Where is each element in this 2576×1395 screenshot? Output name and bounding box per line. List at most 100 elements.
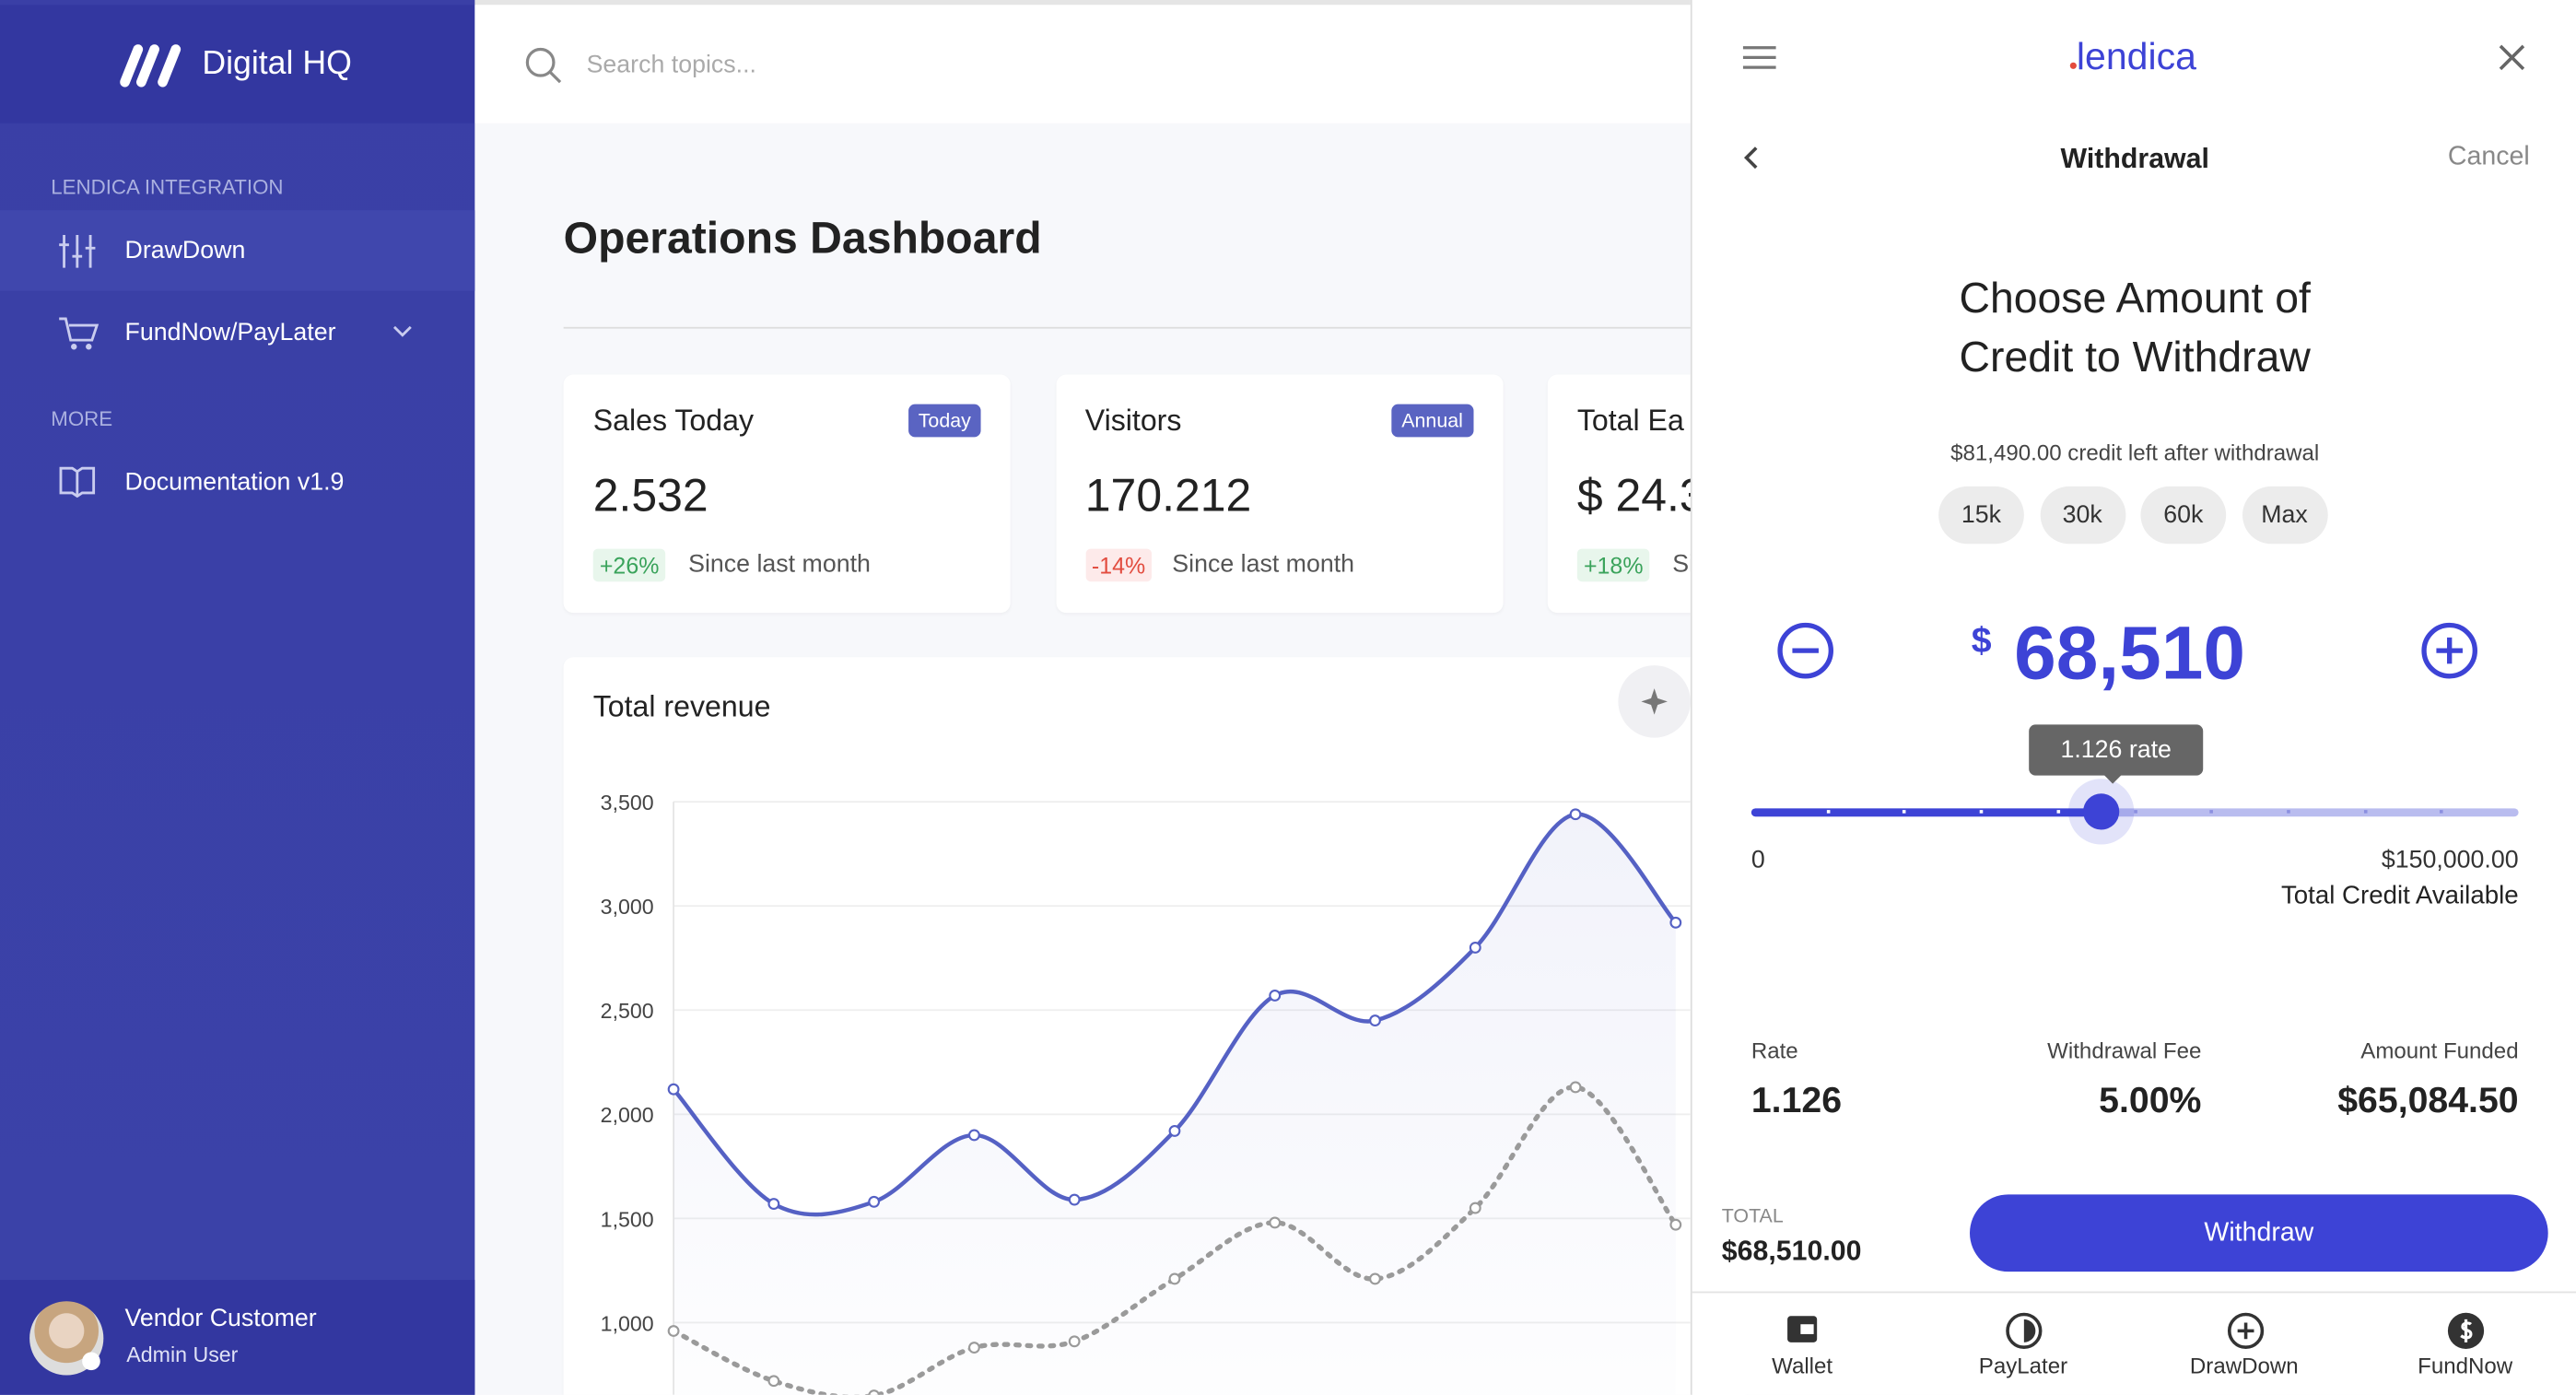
amount: 68,510	[2014, 609, 2246, 696]
slider-step	[2133, 810, 2137, 814]
area	[673, 814, 1676, 1395]
chevron	[392, 325, 412, 337]
slider-step	[2056, 810, 2060, 814]
heading: Choose Amount of	[1959, 273, 2311, 322]
icon-sparkle	[1641, 688, 1668, 715]
preset-button[interactable]: 15k	[1938, 486, 2024, 545]
brand-logo	[120, 44, 181, 88]
point	[1669, 1218, 1682, 1231]
nav-item[interactable]: DrawDown	[124, 236, 246, 265]
icon-fundnow	[2447, 1312, 2485, 1349]
card-note: Since last month	[1172, 550, 1355, 579]
card-badge: Annual	[1391, 404, 1473, 438]
card-badge: Today	[908, 404, 981, 438]
y-tick-label: 2,500	[601, 999, 654, 1023]
stat-label: Amount Funded	[2360, 1037, 2519, 1063]
card-change: +18%	[1576, 548, 1650, 582]
active-row[interactable]	[0, 210, 475, 291]
preset-button[interactable]: 30k	[2039, 486, 2125, 545]
page-title: Operations Dashboard	[563, 213, 1042, 264]
brand-name: Digital HQ	[202, 45, 352, 83]
total-value: $68,510.00	[1721, 1235, 1862, 1267]
icon-book	[59, 466, 96, 498]
nav-tab[interactable]: PayLater	[1978, 1354, 2068, 1379]
point	[1469, 1202, 1481, 1214]
withdraw-button[interactable]	[1970, 1194, 2548, 1272]
line	[671, 1084, 1679, 1395]
point	[1068, 1193, 1081, 1206]
top-edge	[0, 0, 2576, 6]
credit-caption: Total Credit Available	[2280, 882, 2519, 910]
panel-header: Withdrawal	[2060, 143, 2209, 175]
y-tick-label: 1,000	[601, 1311, 654, 1335]
rate-tooltip: 1.126 rate	[2060, 735, 2172, 765]
point	[1168, 1125, 1181, 1137]
slider-step	[1979, 810, 1984, 814]
y-tick-label: 3,000	[601, 895, 654, 919]
point	[1369, 1014, 1381, 1027]
back-button[interactable]	[1741, 145, 1761, 171]
point	[1168, 1272, 1181, 1285]
close-button[interactable]	[2497, 42, 2526, 72]
point	[1569, 1081, 1582, 1094]
currency: $	[1971, 619, 1992, 661]
stat-value: 1.126	[1751, 1079, 1843, 1121]
chart-title: Total revenue	[592, 689, 771, 723]
y-tick-label: 1,500	[601, 1207, 654, 1231]
icon-search	[525, 47, 562, 84]
lendica-panel: lendica Withdrawal Cancel Choose Amount …	[1690, 0, 2576, 1395]
y-tick-label: 2,000	[601, 1103, 654, 1127]
nav-divider	[1692, 1291, 2576, 1294]
heading: Credit to Withdraw	[1959, 332, 2311, 381]
minus-button[interactable]	[1776, 621, 1835, 680]
point	[1569, 808, 1582, 821]
y-tick-label: 3,500	[601, 791, 654, 815]
point	[967, 1129, 980, 1142]
stat-label: Rate	[1751, 1037, 1798, 1063]
nav-tab[interactable]: Wallet	[1772, 1354, 1833, 1379]
logo-dot	[2069, 62, 2077, 69]
point	[1469, 942, 1481, 954]
slider-thumb[interactable]	[2083, 793, 2120, 830]
nav-tab[interactable]: DrawDown	[2189, 1354, 2299, 1379]
card-change: +26%	[592, 548, 666, 582]
menu-button[interactable]	[1741, 44, 1777, 71]
point	[868, 1195, 881, 1208]
section-heading: MORE	[51, 407, 113, 431]
nav-tab[interactable]: FundNow	[2418, 1354, 2513, 1379]
card-title: Visitors	[1084, 404, 1182, 438]
card-title: Sales Today	[592, 404, 754, 438]
stat-label: Withdrawal Fee	[2047, 1037, 2202, 1063]
card-value: 2.532	[592, 469, 708, 522]
search-input[interactable]: Search topics...	[586, 51, 756, 79]
point	[1369, 1272, 1381, 1285]
slider-step	[2440, 810, 2444, 814]
icon-sliders	[59, 234, 96, 268]
plus-button[interactable]	[2420, 621, 2479, 680]
icon-drawdown	[2227, 1312, 2265, 1349]
topbar	[474, 5, 1691, 123]
nav-item[interactable]: FundNow/PayLater	[124, 318, 336, 347]
cancel-link[interactable]: Cancel	[2447, 143, 2530, 171]
nav-item[interactable]: Documentation v1.9	[124, 468, 345, 497]
point	[1068, 1335, 1081, 1348]
user-name: Vendor Customer	[124, 1304, 317, 1333]
preset-button[interactable]: 60k	[2140, 486, 2227, 545]
card-note: Since last month	[688, 550, 871, 579]
icon-wallet	[1787, 1316, 1818, 1342]
credit-left: $81,490.00 credit left after withdrawal	[1950, 440, 2320, 465]
slider-step	[1903, 810, 1907, 814]
card-title: Total Ea	[1576, 404, 1684, 438]
section-heading: LENDICA INTEGRATION	[51, 175, 284, 199]
card-value: 170.212	[1084, 469, 1252, 522]
stat-value: 5.00%	[2099, 1079, 2202, 1121]
point	[667, 1083, 680, 1096]
status-dot	[82, 1352, 100, 1371]
slider-step	[1826, 810, 1830, 814]
point	[767, 1375, 780, 1388]
point	[967, 1342, 980, 1354]
preset-button[interactable]: Max	[2242, 486, 2327, 545]
slider-step	[2363, 810, 2367, 814]
line	[671, 812, 1679, 1217]
